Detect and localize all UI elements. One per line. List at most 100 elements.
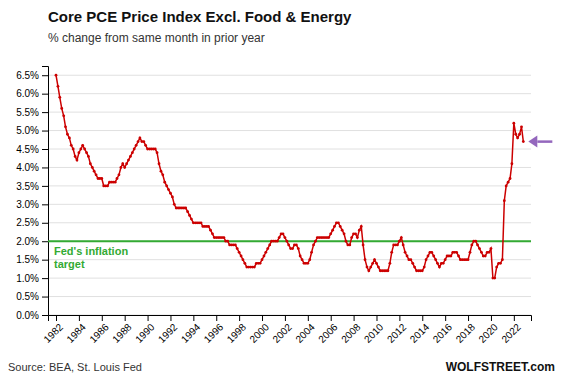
point xyxy=(268,244,271,247)
y-tick-label: 4.0% xyxy=(16,162,39,173)
y-tick: 6.0% xyxy=(16,88,48,99)
arrow xyxy=(528,136,552,148)
grid-line xyxy=(48,75,531,76)
point xyxy=(100,177,103,180)
tick-mark xyxy=(42,204,48,205)
tick-mark xyxy=(514,315,515,321)
point xyxy=(427,255,430,258)
x-tick-label: 1986 xyxy=(87,321,111,345)
point xyxy=(493,277,496,280)
y-tick-label: 0.5% xyxy=(16,291,39,302)
point xyxy=(457,255,460,258)
tick-mark xyxy=(42,241,48,242)
point xyxy=(85,151,88,154)
x-tick: 2012 xyxy=(385,315,409,345)
tick-mark xyxy=(285,315,286,321)
y-axis: 0.0%0.5%1.0%1.5%2.0%2.5%3.0%3.5%4.0%4.5%… xyxy=(16,67,48,321)
x-tick-label: 2014 xyxy=(408,321,432,345)
x-tick: 1988 xyxy=(110,315,134,345)
y-tick-label: 6.0% xyxy=(16,88,39,99)
y-tick: 1.0% xyxy=(16,273,48,284)
point xyxy=(507,181,510,184)
x-tick-label: 1992 xyxy=(156,321,180,345)
y-tick-label: 2.0% xyxy=(16,236,39,247)
point xyxy=(400,236,403,239)
point xyxy=(106,184,109,187)
point xyxy=(413,266,416,269)
point xyxy=(158,162,161,165)
point xyxy=(364,258,367,261)
point xyxy=(366,266,369,269)
point xyxy=(238,251,241,254)
y-tick: 2.0% xyxy=(16,236,48,247)
grid-line xyxy=(48,296,531,297)
point xyxy=(367,269,370,272)
point xyxy=(282,232,285,235)
point xyxy=(295,244,298,247)
point xyxy=(253,266,256,269)
point xyxy=(243,262,246,265)
point xyxy=(154,148,157,151)
tick-mark xyxy=(42,186,48,187)
x-tick: 2006 xyxy=(316,315,340,345)
point xyxy=(264,251,267,254)
point xyxy=(377,266,380,269)
tick-mark xyxy=(239,315,240,321)
point xyxy=(165,184,168,187)
x-axis: 1982198419861988199019921994199619982000… xyxy=(41,315,531,345)
y-tick-label: 6.5% xyxy=(16,70,39,81)
x-tick: 1984 xyxy=(64,315,88,345)
tick-mark xyxy=(445,315,446,321)
point xyxy=(125,162,128,165)
x-tick-label: 2002 xyxy=(270,321,294,345)
point xyxy=(509,177,512,180)
point xyxy=(91,166,94,169)
point xyxy=(314,240,317,243)
grid xyxy=(48,75,531,315)
y-tick-label: 1.5% xyxy=(16,254,39,265)
point xyxy=(62,114,65,117)
point xyxy=(167,188,170,191)
point xyxy=(87,155,90,158)
chart: Core PCE Price Index Excl. Food & Energy… xyxy=(0,0,561,377)
point xyxy=(503,199,506,202)
point xyxy=(362,244,365,247)
point xyxy=(116,177,119,180)
y-tick: 2.5% xyxy=(16,217,48,228)
y-tick: 3.5% xyxy=(16,181,48,192)
point xyxy=(476,244,479,247)
point xyxy=(83,148,86,151)
point xyxy=(144,144,147,147)
point xyxy=(390,251,393,254)
point xyxy=(186,210,189,213)
point xyxy=(331,229,334,232)
x-tick: 2002 xyxy=(270,315,294,345)
tick-mark xyxy=(262,315,263,321)
point xyxy=(261,258,264,261)
grid-line xyxy=(48,112,531,113)
x-tick: 2014 xyxy=(408,315,432,345)
arrow-head xyxy=(528,136,537,148)
point xyxy=(514,133,517,136)
point xyxy=(163,181,166,184)
x-tick: 2018 xyxy=(454,315,478,345)
target-label-line: Fed's inflation xyxy=(54,245,128,257)
point xyxy=(211,232,214,235)
y-tick-label: 5.5% xyxy=(16,107,39,118)
point xyxy=(337,221,340,224)
x-tick-label: 1994 xyxy=(179,321,203,345)
x-tick: 2010 xyxy=(362,315,386,345)
grid-line xyxy=(48,222,531,223)
point xyxy=(510,162,513,165)
tick-mark xyxy=(125,315,126,321)
grid-line xyxy=(48,259,531,260)
point xyxy=(369,266,372,269)
x-tick-label: 1988 xyxy=(110,321,134,345)
x-tick: 1992 xyxy=(156,315,180,345)
point xyxy=(409,258,412,261)
x-tick-label: 2010 xyxy=(362,321,386,345)
point xyxy=(139,137,142,140)
x-tick: 1986 xyxy=(87,315,111,345)
x-tick-label: 1990 xyxy=(133,321,157,345)
point xyxy=(240,255,243,258)
